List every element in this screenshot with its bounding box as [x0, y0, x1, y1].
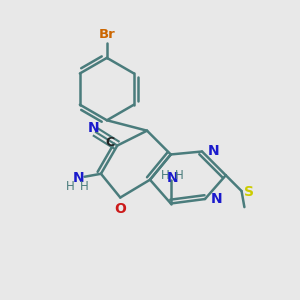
Text: H: H: [175, 169, 184, 182]
Text: N: N: [72, 171, 84, 185]
Text: H: H: [66, 180, 75, 193]
Text: N: N: [210, 192, 222, 206]
Text: H: H: [161, 169, 170, 182]
Text: N: N: [88, 121, 100, 135]
Text: Br: Br: [98, 28, 115, 40]
Text: O: O: [114, 202, 126, 216]
Text: S: S: [244, 185, 254, 199]
Text: C: C: [105, 136, 114, 149]
Text: H: H: [80, 180, 89, 193]
Text: N: N: [207, 145, 219, 158]
Text: N: N: [167, 171, 178, 185]
